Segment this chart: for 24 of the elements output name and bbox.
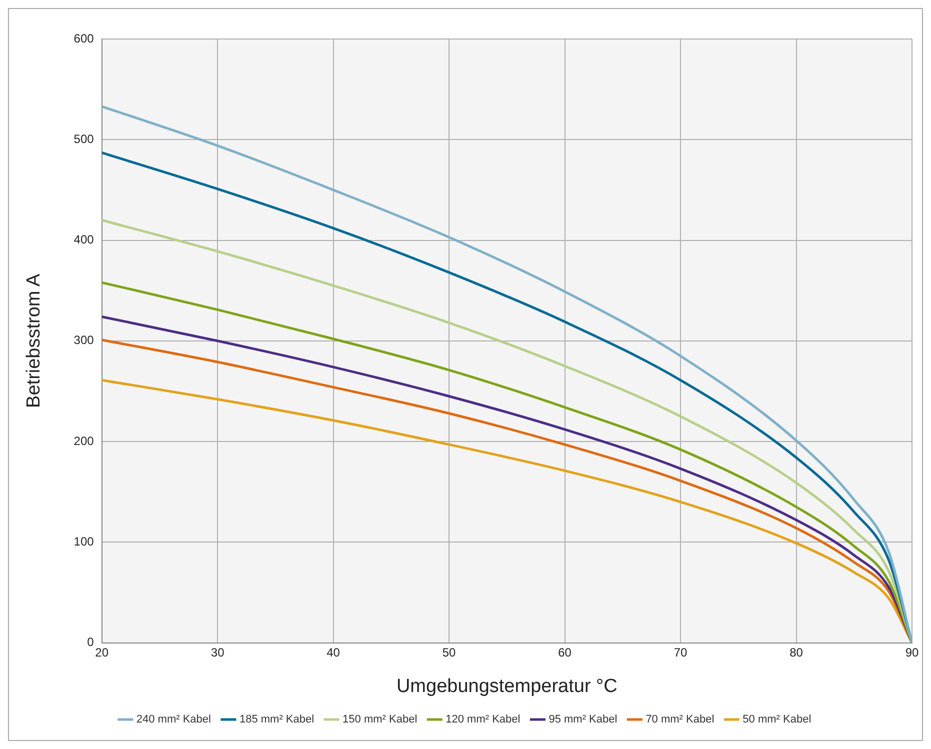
legend-label: 150 mm² Kabel xyxy=(342,714,418,726)
x-axis-title: Umgebungstemperatur °C xyxy=(396,676,618,697)
legend-label: 95 mm² Kabel xyxy=(548,714,618,726)
legend-label: 50 mm² Kabel xyxy=(742,714,812,726)
y-tick-label: 200 xyxy=(74,434,94,448)
legend-label: 185 mm² Kabel xyxy=(239,714,314,726)
legend-label: 240 mm² Kabel xyxy=(136,714,211,726)
x-tick-label: 60 xyxy=(558,645,572,660)
legend-label: 70 mm² Kabel xyxy=(646,714,714,726)
x-tick-label: 20 xyxy=(95,645,109,660)
y-tick-label: 400 xyxy=(74,232,94,247)
y-tick-label: 0 xyxy=(87,635,94,650)
x-tick-label: 70 xyxy=(674,645,688,660)
y-tick-label: 500 xyxy=(74,132,94,146)
x-tick-label: 80 xyxy=(790,645,804,660)
legend-label: 120 mm² Kabel xyxy=(446,714,520,726)
x-tick-label: 50 xyxy=(442,645,456,660)
x-tick-label: 40 xyxy=(326,645,340,660)
y-axis-title: Betriebsstrom A xyxy=(24,274,45,408)
y-tick-label: 300 xyxy=(74,333,94,348)
y-tick-label: 600 xyxy=(74,31,94,46)
y-tick-label: 100 xyxy=(74,534,94,548)
x-tick-label: 30 xyxy=(210,645,225,660)
x-tick-label: 90 xyxy=(905,645,919,660)
